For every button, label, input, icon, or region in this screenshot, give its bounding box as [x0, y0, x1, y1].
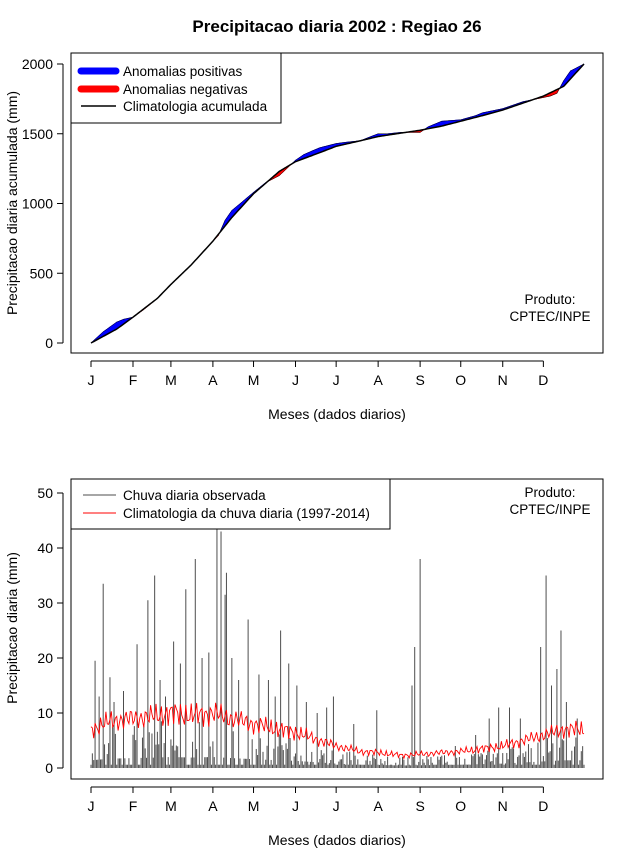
bottom-legend: Chuva diaria observada Climatologia da c…: [70, 478, 391, 530]
x-tick-label: M: [248, 372, 260, 388]
x-tick-label: O: [455, 372, 466, 388]
legend-daily-climatology-label: Climatologia da chuva diaria (1997-2014): [123, 506, 370, 521]
climatology-accum-line: [90, 63, 585, 344]
legend-negative-label: Anomalias negativas: [123, 82, 248, 97]
y-tick-label: 40: [37, 540, 53, 556]
y-tick-label: 1500: [22, 126, 53, 142]
x-tick-label: D: [538, 372, 548, 388]
x-tick-label: J: [292, 798, 299, 814]
x-tick-label: N: [498, 372, 508, 388]
y-tick-label: 2000: [22, 56, 53, 72]
y-tick-label: 0: [45, 760, 53, 776]
daily-bars-group: [90, 509, 585, 768]
x-tick-label: F: [129, 798, 138, 814]
x-tick-label: S: [415, 372, 424, 388]
y-tick-label: 50: [37, 485, 53, 501]
legend-climatology-label: Climatologia acumulada: [123, 99, 268, 114]
bottom-y-axis-label: Precipitacao diaria (mm): [4, 552, 20, 704]
x-tick-label: A: [373, 372, 383, 388]
x-tick-label: J: [88, 798, 95, 814]
x-tick-label: A: [208, 372, 218, 388]
daily-climatology-group: [90, 702, 585, 760]
bottom-credit-line1: Produto:: [524, 485, 575, 500]
y-tick-label: 30: [37, 595, 53, 611]
x-tick-label: A: [208, 798, 218, 814]
top-credit-line2: CPTEC/INPE: [509, 309, 590, 324]
y-tick-label: 500: [30, 265, 54, 281]
top-credit-line1: Produto:: [524, 292, 575, 307]
x-tick-label: N: [498, 798, 508, 814]
x-tick-label: M: [165, 798, 177, 814]
x-tick-label: A: [373, 798, 383, 814]
y-tick-label: 10: [37, 705, 53, 721]
x-tick-label: J: [292, 372, 299, 388]
daily-climatology-line: [90, 702, 585, 760]
y-tick-label: 1000: [22, 196, 53, 212]
legend-observed-label: Chuva diaria observada: [123, 488, 266, 503]
bottom-x-axis-label: Meses (dados diarios): [268, 832, 406, 848]
chart-title: Precipitacao diaria 2002 : Regiao 26: [192, 17, 481, 36]
bottom-credit-line2: CPTEC/INPE: [509, 502, 590, 517]
legend-positive-label: Anomalias positivas: [123, 64, 243, 79]
top-x-axis-label: Meses (dados diarios): [268, 406, 406, 422]
x-tick-label: M: [165, 372, 177, 388]
accumulated-area-group: [90, 63, 585, 344]
top-y-axis-label: Precipitacao diaria acumulada (mm): [4, 91, 20, 315]
x-tick-label: J: [88, 372, 95, 388]
bottom-legend-box: [70, 478, 391, 530]
x-tick-label: J: [333, 798, 340, 814]
bottom-y-axis: 0 10 20 30 40 50: [37, 485, 64, 776]
x-tick-label: O: [455, 798, 466, 814]
top-plot-frame: [70, 52, 604, 354]
x-tick-label: M: [248, 798, 260, 814]
top-legend: Anomalias positivas Anomalias negativas …: [70, 52, 282, 124]
x-tick-label: F: [129, 372, 138, 388]
top-y-axis: 0 500 1000 1500 2000: [22, 56, 64, 351]
x-tick-label: D: [538, 798, 548, 814]
y-tick-label: 20: [37, 650, 53, 666]
x-tick-label: J: [333, 372, 340, 388]
y-tick-label: 0: [45, 335, 53, 351]
x-tick-label: S: [415, 798, 424, 814]
